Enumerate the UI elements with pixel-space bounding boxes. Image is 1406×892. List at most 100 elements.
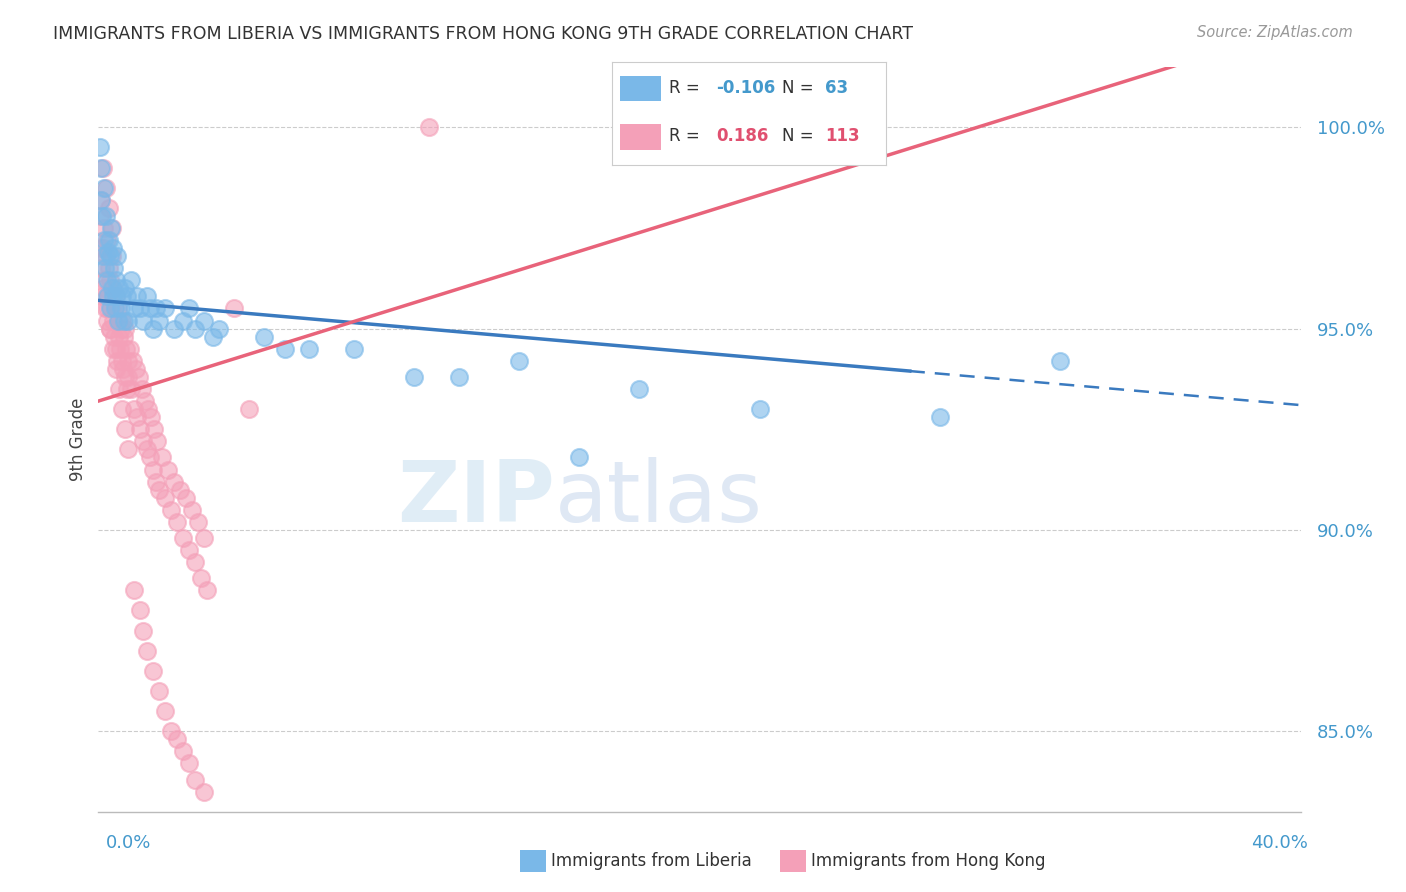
Text: -0.106: -0.106: [716, 79, 775, 97]
Point: [108, 281, 131, 295]
Point: [148, 684, 170, 698]
Bar: [620, 124, 661, 150]
Text: N =: N =: [782, 79, 818, 97]
Point: [97, 289, 120, 303]
Point: [139, 410, 162, 425]
Point: [132, 434, 155, 449]
Point: [187, 515, 209, 529]
Point: [183, 555, 205, 569]
Point: [127, 289, 149, 303]
Point: [169, 483, 191, 497]
Point: [100, 249, 122, 263]
Point: [108, 382, 131, 396]
Point: [91, 209, 114, 223]
Point: [110, 321, 132, 335]
Point: [112, 313, 135, 327]
Point: [177, 543, 200, 558]
Point: [162, 475, 184, 489]
Point: [628, 382, 651, 396]
Text: 113: 113: [825, 128, 860, 145]
Point: [93, 281, 115, 295]
Point: [97, 201, 120, 215]
Point: [166, 732, 188, 747]
Point: [96, 233, 118, 247]
Point: [117, 313, 139, 327]
Point: [129, 603, 152, 617]
Point: [115, 342, 138, 356]
Point: [111, 402, 134, 417]
Point: [183, 321, 205, 335]
Point: [91, 249, 114, 263]
Point: [90, 241, 112, 255]
Point: [138, 450, 160, 465]
Point: [94, 301, 117, 316]
Point: [121, 382, 143, 396]
Point: [145, 475, 167, 489]
Point: [103, 329, 125, 343]
Point: [96, 273, 118, 287]
Point: [110, 301, 132, 316]
Point: [97, 245, 120, 260]
Point: [153, 491, 176, 505]
Point: [274, 342, 297, 356]
Point: [127, 410, 149, 425]
Point: [89, 209, 111, 223]
Point: [298, 342, 321, 356]
Text: 63: 63: [825, 79, 849, 97]
Point: [105, 362, 128, 376]
Point: [117, 442, 139, 457]
Point: [748, 402, 770, 417]
Bar: [620, 76, 661, 102]
Point: [148, 483, 170, 497]
Point: [143, 422, 166, 436]
Text: atlas: atlas: [555, 458, 763, 541]
Point: [101, 249, 124, 263]
Point: [208, 321, 231, 335]
Point: [153, 301, 176, 316]
Point: [148, 313, 170, 327]
Point: [98, 301, 121, 316]
Point: [104, 301, 127, 316]
Point: [172, 744, 194, 758]
Point: [100, 301, 122, 316]
Point: [447, 370, 470, 384]
Point: [135, 442, 157, 457]
Point: [112, 362, 135, 376]
Point: [104, 301, 127, 316]
Point: [93, 180, 115, 194]
Point: [90, 261, 112, 276]
Point: [107, 301, 129, 316]
Point: [90, 193, 112, 207]
Point: [418, 120, 440, 135]
Point: [103, 342, 125, 356]
Point: [96, 289, 118, 303]
Point: [90, 193, 112, 207]
Point: [238, 402, 260, 417]
Point: [177, 756, 200, 771]
Point: [96, 301, 118, 316]
Point: [108, 329, 131, 343]
Point: [108, 313, 131, 327]
Text: Source: ZipAtlas.com: Source: ZipAtlas.com: [1197, 25, 1353, 40]
Point: [125, 362, 148, 376]
Point: [129, 301, 152, 316]
Point: [94, 180, 117, 194]
Point: [174, 491, 197, 505]
Point: [89, 140, 111, 154]
Point: [343, 342, 366, 356]
Point: [101, 281, 124, 295]
Point: [97, 261, 120, 276]
Point: [141, 664, 163, 678]
Point: [97, 233, 120, 247]
Text: ZIP: ZIP: [398, 458, 555, 541]
Point: [94, 261, 117, 276]
Point: [105, 249, 128, 263]
Point: [94, 249, 117, 263]
Point: [141, 462, 163, 476]
Point: [105, 353, 128, 368]
Point: [172, 313, 194, 327]
Point: [193, 531, 215, 545]
Point: [201, 329, 224, 343]
Point: [193, 313, 215, 327]
Point: [193, 784, 215, 798]
